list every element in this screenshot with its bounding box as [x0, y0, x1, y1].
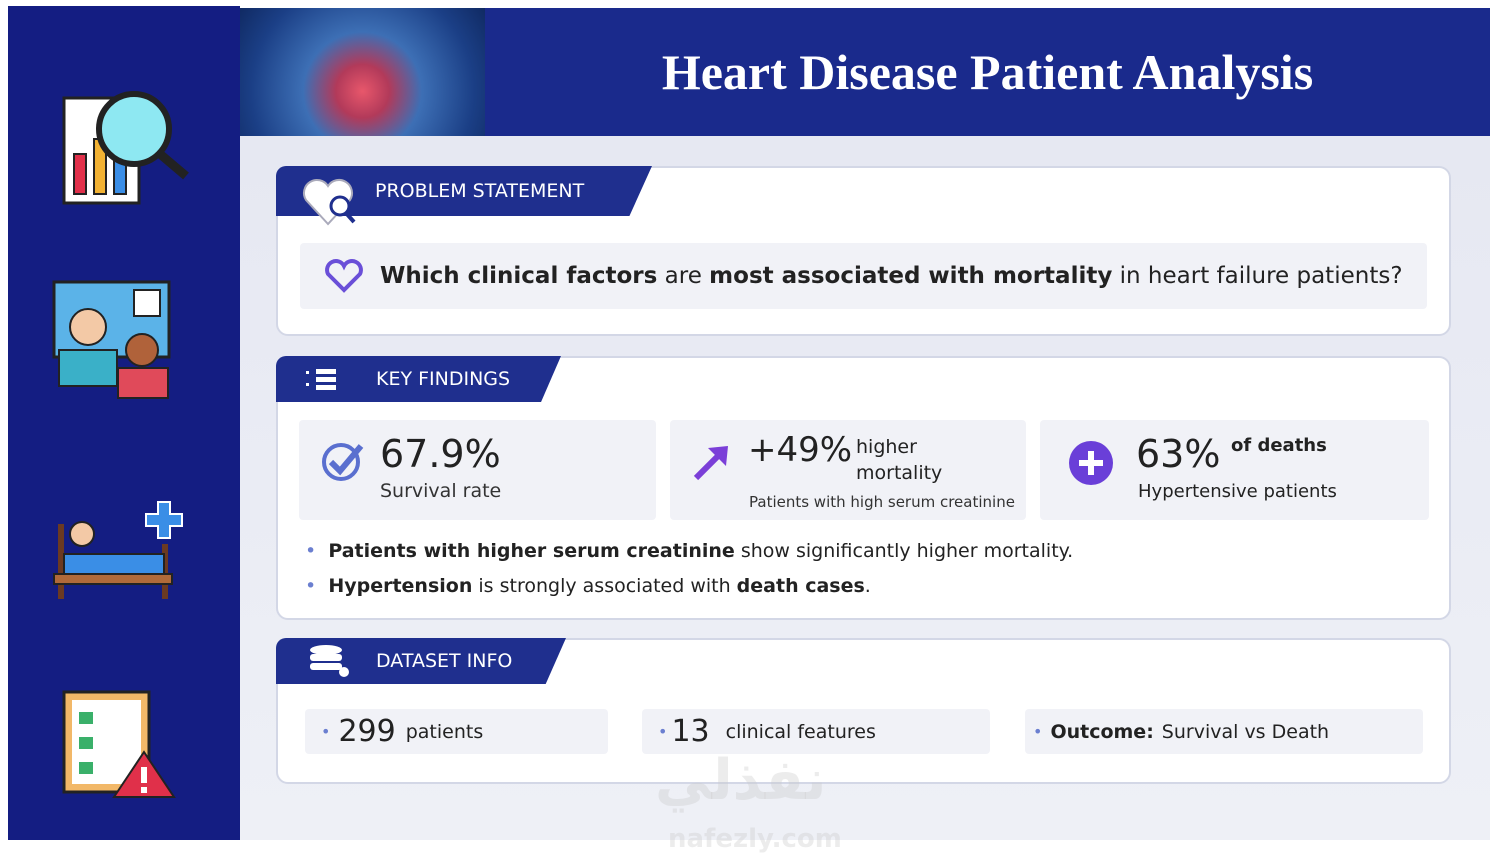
- stat-box: +49% higher mortality Patients with high…: [670, 420, 1026, 520]
- bullet: • Hypertension is strongly associated wi…: [305, 575, 871, 597]
- item-value: 13: [671, 714, 710, 749]
- arrow-icon: [693, 446, 728, 481]
- dataset-tab: DATASET INFO: [276, 638, 566, 684]
- stat-box: 67.9% Survival rate: [299, 420, 656, 520]
- bullet: • Patients with higher serum creatinine …: [305, 540, 1074, 562]
- watermark-arabic: نفذلي: [655, 748, 827, 813]
- watermark-latin: nafezly.com: [668, 824, 842, 854]
- problem-heading: PROBLEM STATEMENT: [375, 180, 585, 202]
- check-icon: [322, 443, 364, 481]
- bullet-part: show significantly higher mortality.: [734, 540, 1074, 562]
- findings-tab: KEY FINDINGS: [276, 356, 561, 402]
- stat-label: Hypertensive patients: [1138, 481, 1337, 502]
- dataset-heading: DATASET INFO: [376, 650, 513, 672]
- stat-suffix: of deaths: [1231, 435, 1327, 456]
- bullet-part: Hypertension: [328, 575, 473, 597]
- sidebar-icons: [52, 91, 189, 798]
- bullet-part: Patients with higher serum creatinine: [328, 540, 735, 562]
- question-part: in heart failure patients?: [1112, 263, 1403, 289]
- question-box: Which clinical factors are most associat…: [300, 243, 1427, 309]
- stat-value: 67.9%: [380, 432, 501, 476]
- question-part: Which clinical factors: [380, 263, 658, 289]
- dataset-item: • Outcome: Survival vs Death: [1025, 709, 1423, 754]
- sidebar: [8, 6, 240, 840]
- item-value: Outcome:: [1050, 720, 1154, 743]
- stat-label: Patients with high serum creatinine: [749, 493, 1015, 511]
- question-part: are: [657, 263, 710, 289]
- stat-suffix: higher mortality: [856, 436, 943, 484]
- title: Heart Disease Patient Analysis: [661, 44, 1314, 100]
- heart-icon: [325, 259, 363, 293]
- item-label: patients: [405, 720, 484, 743]
- header-image: [240, 8, 485, 136]
- item-label: clinical features: [725, 720, 876, 743]
- stat-value: +49%: [748, 430, 853, 470]
- dataset-item: • 299 patients: [305, 709, 608, 754]
- item-label: Survival vs Death: [1161, 720, 1330, 743]
- item-value: 299: [338, 714, 396, 749]
- bullet-part: .: [864, 575, 871, 597]
- stat-value: 63%: [1136, 432, 1221, 476]
- database-icon: [310, 645, 349, 677]
- problem-icon: [303, 179, 356, 226]
- dataset-item: • 13 clinical features: [642, 709, 990, 754]
- stat-label: Survival rate: [380, 480, 502, 502]
- question-part: most associated with mortality: [709, 263, 1113, 289]
- list-icon: [306, 369, 336, 390]
- findings-heading: KEY FINDINGS: [376, 368, 511, 390]
- plus-icon: [1069, 441, 1113, 485]
- bullet-part: is strongly associated with: [472, 575, 737, 597]
- bullet-part: death cases: [736, 575, 865, 597]
- stat-box: 63% of deaths Hypertensive patients: [1040, 420, 1429, 520]
